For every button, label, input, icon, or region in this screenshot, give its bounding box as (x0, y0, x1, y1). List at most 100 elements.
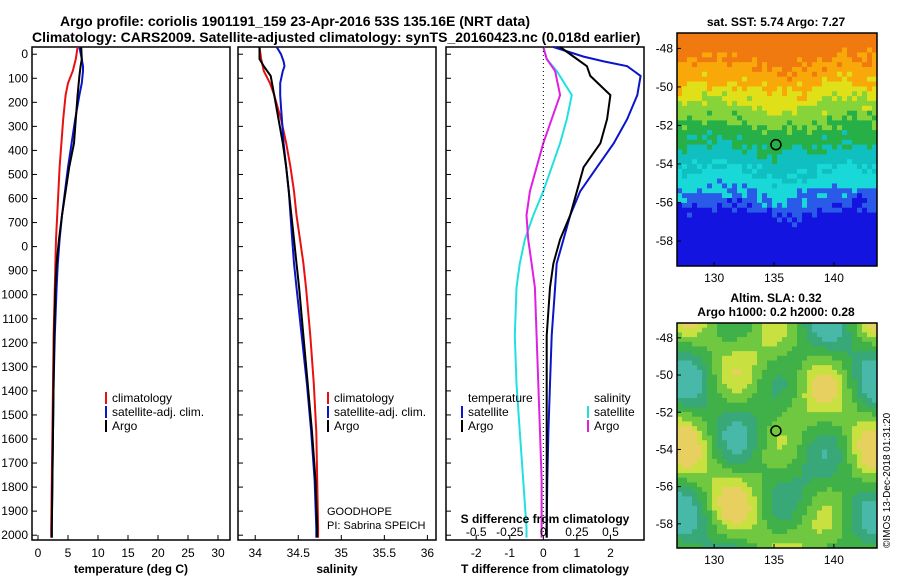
map-cell (677, 217, 683, 223)
map-cell (807, 76, 813, 82)
map-cell (692, 105, 698, 112)
map-cell (817, 193, 823, 199)
map-cell (757, 37, 763, 44)
map-cell (717, 261, 723, 267)
map-cell (737, 86, 743, 92)
map-cell (722, 477, 728, 483)
series-line-temperature-satellite (545, 46, 642, 538)
map-cell (837, 232, 843, 238)
map-cell (757, 519, 763, 525)
map-cell (737, 468, 743, 474)
map-cell (687, 42, 693, 48)
map-cell (807, 510, 813, 516)
map-cell (832, 454, 838, 460)
map-cell (692, 379, 698, 385)
map-cell (867, 355, 873, 361)
map-cell (692, 515, 698, 521)
map-cell (677, 130, 683, 136)
map-cell (862, 426, 868, 432)
map-cell (852, 193, 858, 199)
map-cell (832, 341, 838, 347)
map-cell (827, 510, 833, 516)
map-cell (857, 42, 863, 48)
map-cell (677, 134, 683, 141)
map-cell (842, 130, 848, 136)
map-cell (782, 168, 788, 175)
map-cell (687, 256, 693, 262)
map-cell (857, 388, 863, 394)
map-cell (837, 42, 843, 48)
map-cell (792, 355, 798, 361)
map-cell (832, 188, 838, 194)
map-cell (837, 515, 843, 521)
map-cell (812, 369, 818, 375)
map-cell (752, 444, 758, 450)
map-cell (812, 351, 818, 357)
map-cell (717, 178, 723, 184)
map-cell (807, 251, 813, 257)
map-cell (742, 222, 748, 228)
map-cell (857, 71, 863, 78)
map-cell (782, 482, 788, 488)
map-cell (697, 66, 703, 73)
map-cell (852, 241, 858, 247)
map-cell (682, 120, 688, 126)
map-cell (732, 365, 738, 371)
map-cell (757, 188, 763, 194)
map-cell (837, 173, 843, 180)
series-line-argo (258, 47, 319, 538)
map-cell (692, 134, 698, 141)
map-cell (822, 379, 828, 385)
map-cell (772, 81, 778, 87)
map-cell (717, 76, 723, 82)
map-x-tick-label: 135 (764, 553, 784, 567)
map-cell (862, 337, 868, 343)
map-cell (782, 217, 788, 223)
map-cell (797, 505, 803, 511)
map-cell (807, 105, 813, 112)
map-cell (717, 430, 723, 436)
map-cell (812, 482, 818, 488)
map-cell (757, 487, 763, 493)
map-cell (802, 482, 808, 488)
map-cell (817, 168, 823, 175)
map-cell (777, 510, 783, 516)
map-cell (717, 473, 723, 479)
map-cell (802, 86, 808, 92)
map-cell (812, 178, 818, 184)
map-cell (742, 217, 748, 223)
map-cell (847, 538, 853, 544)
map-cell (727, 149, 733, 155)
map-cell (757, 183, 763, 189)
map-cell (782, 510, 788, 516)
map-cell (862, 207, 868, 213)
map-cell (732, 115, 738, 121)
map-cell (847, 96, 853, 102)
map-cell (727, 183, 733, 189)
map-cell (682, 351, 688, 357)
map-cell (777, 130, 783, 136)
map-cell (807, 501, 813, 507)
map-cell (827, 435, 833, 441)
map-cell (852, 198, 858, 204)
map-cell (712, 139, 718, 146)
map-cell (777, 71, 783, 78)
map-cell (817, 66, 823, 73)
map-cell (727, 198, 733, 204)
map-cell (807, 482, 813, 488)
map-cell (792, 538, 798, 544)
map-cell (812, 193, 818, 199)
map-cell (757, 402, 763, 408)
map-cell (717, 256, 723, 262)
map-cell (857, 37, 863, 44)
map-cell (847, 178, 853, 184)
map-cell (872, 332, 878, 338)
map-cell (867, 426, 873, 432)
map-cell (817, 173, 823, 180)
map-cell (807, 33, 813, 39)
map-cell (742, 261, 748, 267)
map-cell (727, 178, 733, 184)
map-cell (807, 183, 813, 189)
map-cell (727, 256, 733, 262)
map-cell (817, 323, 823, 329)
